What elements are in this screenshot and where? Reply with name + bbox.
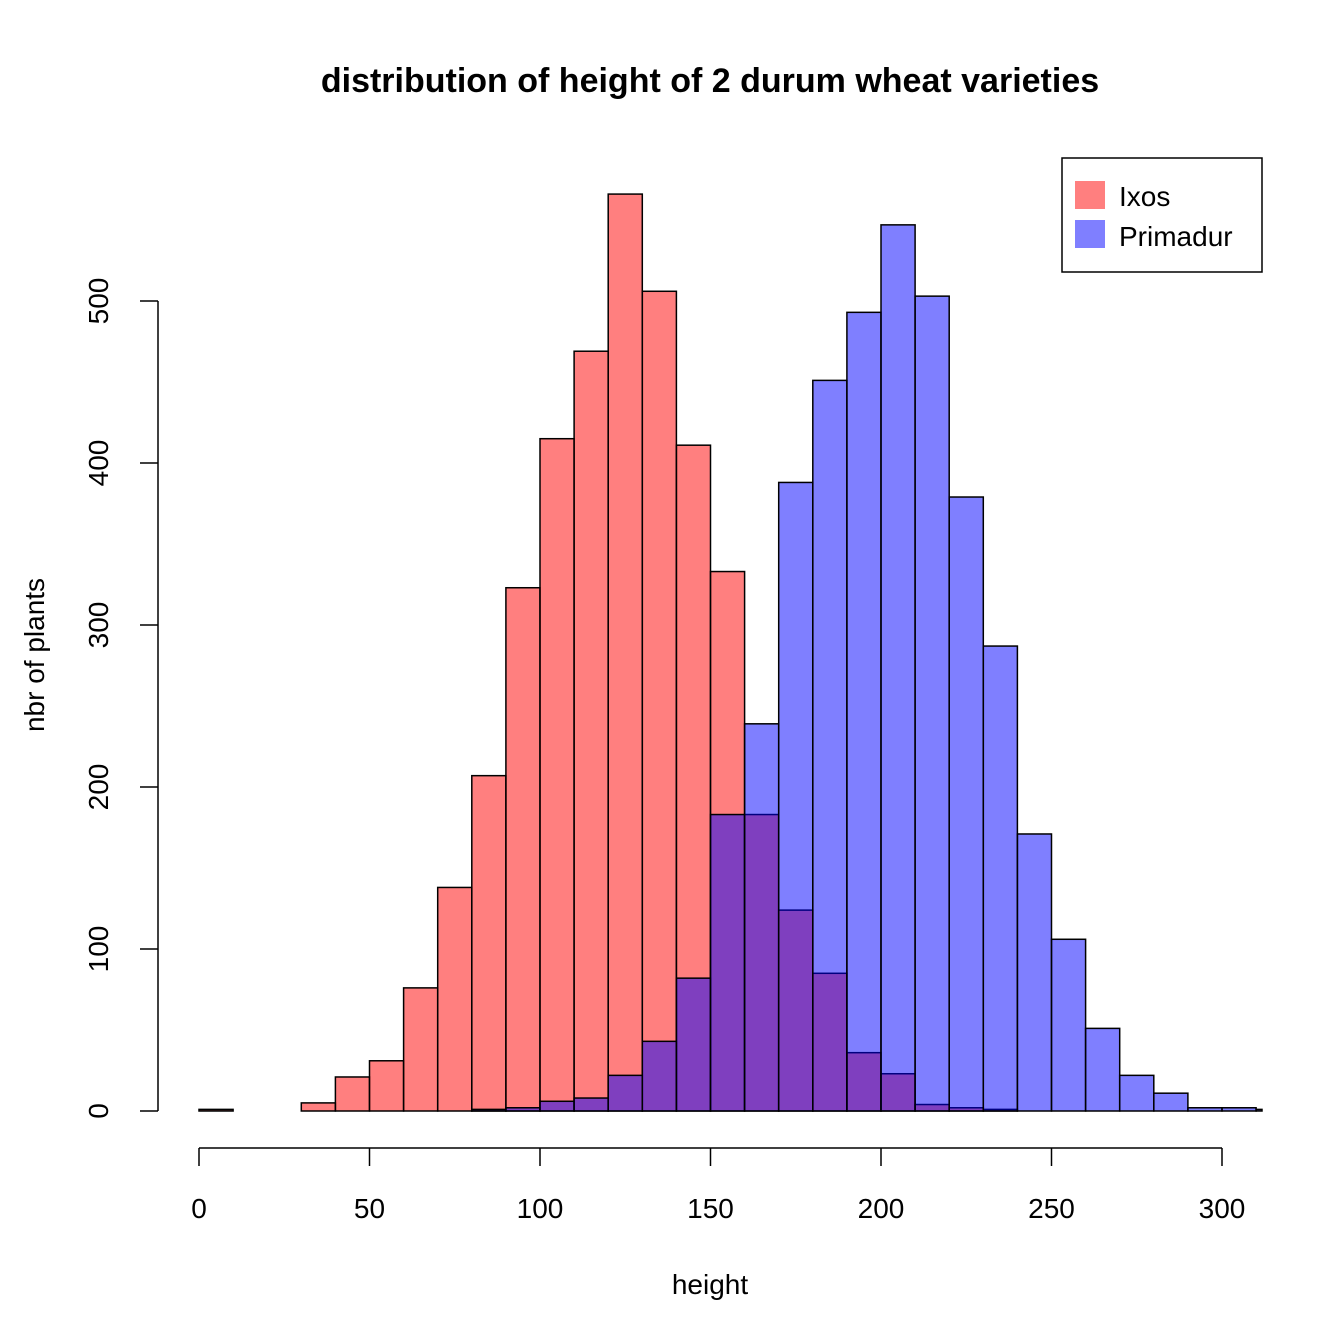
bar-primadur-250	[1050, 938, 1087, 1112]
bar-primadur-80	[471, 1108, 507, 1112]
legend: Ixos Primadur	[1061, 157, 1263, 273]
y-tick-label-100: 100	[83, 926, 114, 973]
bar-primadur-240	[1016, 833, 1053, 1112]
bar-primadur-140	[675, 977, 712, 1112]
bar-ixos-120	[607, 193, 644, 1112]
x-axis: 0 50 100 150 200 250 300	[191, 1147, 1246, 1224]
chart-title: distribution of height of 2 durum wheat …	[321, 62, 1099, 100]
bar-ixos-30	[300, 1102, 337, 1112]
y-tick-label-300: 300	[83, 602, 114, 649]
bar-primadur-220	[948, 496, 985, 1112]
bar-ixos-0	[198, 1108, 234, 1112]
bar-primadur-100	[539, 1100, 575, 1112]
y-tick-label-500: 500	[83, 278, 114, 325]
x-tick-label-50: 50	[354, 1193, 385, 1224]
y-tick-label-400: 400	[83, 440, 114, 487]
bar-ixos-80	[471, 774, 507, 1112]
bar-ixos-40	[334, 1076, 371, 1112]
legend-swatch-ixos	[1075, 181, 1105, 209]
bar-primadur-280	[1153, 1092, 1189, 1112]
bar-primadur-260	[1084, 1027, 1121, 1112]
y-tick-label-0: 0	[83, 1103, 114, 1119]
legend-box	[1061, 157, 1263, 273]
bar-primadur-110	[573, 1097, 609, 1112]
x-tick-label-200: 200	[858, 1193, 905, 1224]
legend-label-ixos: Ixos	[1119, 181, 1170, 212]
x-tick-label-100: 100	[517, 1193, 564, 1224]
legend-label-primadur: Primadur	[1119, 221, 1233, 252]
bar-primadur-310	[1255, 1108, 1263, 1112]
bar-ixos-90	[505, 586, 541, 1112]
x-tick-label-0: 0	[191, 1193, 207, 1224]
bar-primadur-150	[709, 813, 746, 1112]
series-primadur-bars	[471, 224, 1263, 1112]
bar-primadur-200	[880, 224, 916, 1112]
bar-primadur-120	[607, 1074, 644, 1112]
bar-primadur-210	[914, 295, 950, 1112]
x-tick-label-150: 150	[687, 1193, 734, 1224]
bar-ixos-110	[573, 350, 609, 1112]
bar-ixos-50	[368, 1060, 405, 1112]
bar-primadur-190	[846, 311, 882, 1112]
bar-primadur-130	[641, 1040, 678, 1112]
legend-swatch-primadur	[1075, 220, 1105, 248]
bar-primadur-300	[1221, 1107, 1257, 1112]
bar-primadur-160	[743, 723, 780, 1112]
bar-primadur-170	[777, 481, 814, 1112]
bar-primadur-90	[505, 1107, 541, 1112]
bar-primadur-270	[1118, 1074, 1155, 1112]
y-axis: 0 100 200 300 400 500	[83, 278, 159, 1119]
bar-primadur-230	[982, 645, 1019, 1112]
bar-primadur-290	[1187, 1107, 1223, 1112]
y-tick-label-200: 200	[83, 764, 114, 811]
bar-ixos-60	[402, 987, 439, 1112]
y-axis-label: nbr of plants	[19, 578, 50, 732]
bar-ixos-70	[436, 886, 473, 1112]
bar-ixos-130	[641, 290, 678, 1112]
x-tick-label-250: 250	[1028, 1193, 1075, 1224]
bar-ixos-100	[539, 437, 575, 1112]
bar-primadur-180	[812, 379, 848, 1112]
x-tick-label-300: 300	[1199, 1193, 1246, 1224]
x-axis-label: height	[672, 1269, 749, 1300]
